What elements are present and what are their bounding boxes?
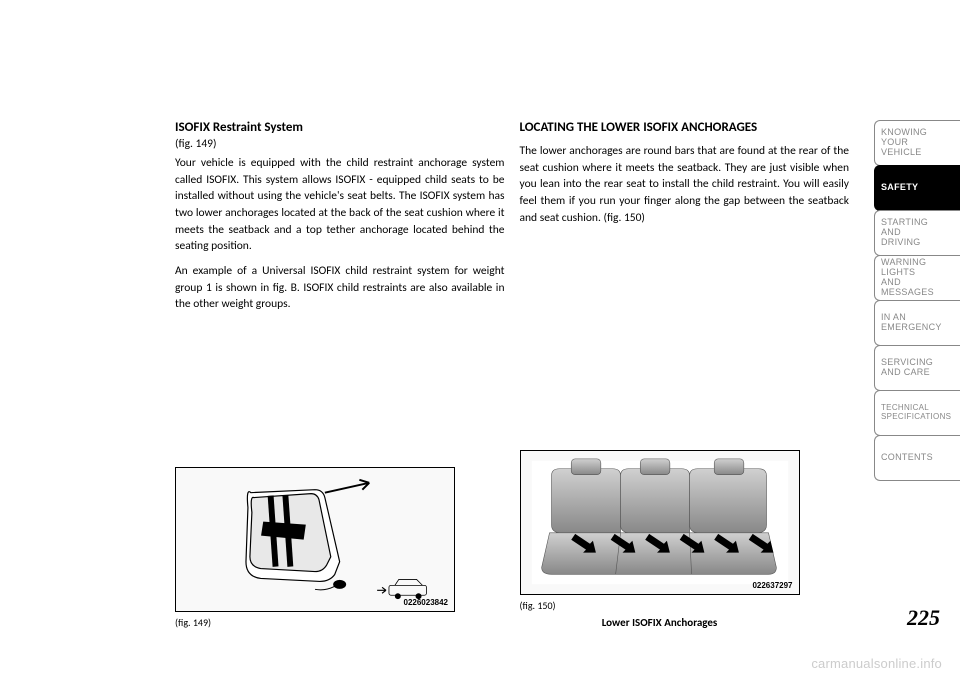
nav-label: SAFETY <box>881 183 954 193</box>
figure-150-number: 022637297 <box>752 581 792 590</box>
nav-warning-lights[interactable]: WARNINGLIGHTSANDMESSAGES <box>874 255 960 301</box>
nav-starting-driving[interactable]: STARTINGANDDRIVING <box>874 210 960 256</box>
left-paragraph-1: Your vehicle is equipped with the child … <box>175 155 505 255</box>
nav-servicing[interactable]: SERVICINGAND CARE <box>874 345 960 391</box>
nav-contents[interactable]: CONTENTS <box>874 435 960 481</box>
left-fig-ref: (fig. 149) <box>175 137 505 151</box>
figure-149-number: 0226023842 <box>404 598 449 607</box>
nav-label: IN ANEMERGENCY <box>881 313 954 333</box>
watermark: carmanualsonline.info <box>811 656 942 671</box>
nav-label: SERVICINGAND CARE <box>881 358 954 378</box>
right-paragraph-1: The lower anchorages are round bars that… <box>520 143 850 226</box>
rear-seat-illustration <box>521 451 799 594</box>
nav-label: WARNINGLIGHTSANDMESSAGES <box>881 258 954 298</box>
left-paragraph-2: An example of a Universal ISOFIX child r… <box>175 263 505 313</box>
figure-149: 0226023842 <box>175 467 455 612</box>
nav-knowing-vehicle[interactable]: KNOWINGYOURVEHICLE <box>874 120 960 166</box>
child-seat-illustration <box>176 468 454 611</box>
left-column: ISOFIX Restraint System (fig. 149) Your … <box>175 120 505 629</box>
nav-label: KNOWINGYOURVEHICLE <box>881 128 954 158</box>
right-heading: LOCATING THE LOWER ISOFIX ANCHORAGES <box>520 120 850 137</box>
figure-150-caption: (fig. 150) <box>520 599 850 612</box>
left-heading: ISOFIX Restraint System <box>175 120 505 135</box>
figure-149-caption: (fig. 149) <box>175 616 505 629</box>
nav-tech-specs[interactable]: TECHNICALSPECIFICATIONS <box>874 390 960 436</box>
left-figure-wrap: 0226023842 (fig. 149) <box>175 467 505 629</box>
sidebar-nav: KNOWINGYOURVEHICLE SAFETY STARTINGANDDRI… <box>874 0 960 679</box>
figure-150: 022637297 <box>520 450 800 595</box>
nav-emergency[interactable]: IN ANEMERGENCY <box>874 300 960 346</box>
nav-label: CONTENTS <box>881 453 954 463</box>
page-container: ISOFIX Restraint System (fig. 149) Your … <box>0 0 960 679</box>
nav-safety[interactable]: SAFETY <box>874 165 960 211</box>
figure-150-bold-caption: Lower ISOFIX Anchorages <box>520 616 800 629</box>
nav-label: STARTINGANDDRIVING <box>881 218 954 248</box>
nav-label: TECHNICALSPECIFICATIONS <box>881 404 954 422</box>
car-icon <box>377 579 426 599</box>
page-number: 225 <box>907 605 940 631</box>
right-figure-wrap: 022637297 (fig. 150) Lower ISOFIX Anchor… <box>520 450 850 629</box>
main-content: ISOFIX Restraint System (fig. 149) Your … <box>0 0 874 679</box>
right-column: LOCATING THE LOWER ISOFIX ANCHORAGES The… <box>520 120 850 629</box>
